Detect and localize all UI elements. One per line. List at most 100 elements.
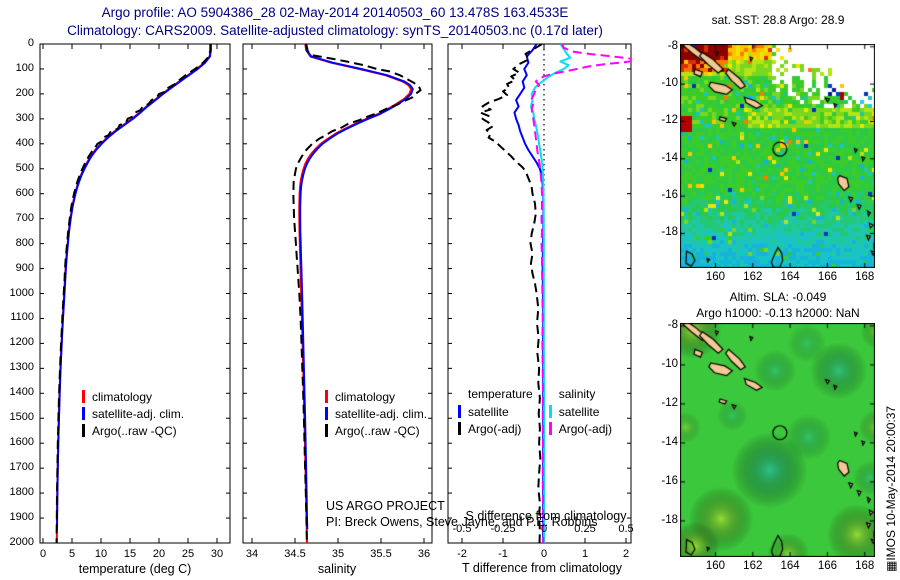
legend-line-swatch <box>548 422 552 435</box>
depth-tick-label: 1600 <box>9 436 34 449</box>
legend-entry-label: satellite <box>468 404 509 419</box>
map-lon-tick-label: 162 <box>743 271 763 283</box>
s-axis-tick-label: 0.5 <box>618 523 634 535</box>
s-axis-tick-label: -0.25 <box>490 523 516 535</box>
depth-tick-label: 1000 <box>9 286 34 299</box>
t-diff-tick-label: 2 <box>622 548 630 560</box>
legend-entry: satellite <box>548 403 612 420</box>
depth-tick-label: 100 <box>15 61 34 74</box>
depth-tick-label: 500 <box>15 161 34 174</box>
sst-map-title: sat. SST: 28.8 Argo: 28.9 <box>711 13 845 27</box>
map-lon-tick-label: 168 <box>855 560 875 572</box>
temperature-tick-label: 5 <box>68 548 76 560</box>
map-lon-tick-label: 164 <box>780 271 800 283</box>
legend-entry-label: satellite-adj. clim. <box>335 406 428 421</box>
map-lat-tick-label: -18 <box>661 513 678 526</box>
map-lat-tick-label: -12 <box>661 114 678 127</box>
salinity-legend: climatology satellite-adj. clim. Argo(..ra… <box>325 388 427 439</box>
us-argo-project-text: US ARGO PROJECT <box>326 499 445 513</box>
legend-line-swatch <box>82 390 85 403</box>
sla-map-title-line2: Argo h1000: -0.13 h2000: NaN <box>696 306 860 320</box>
salinity-axis-label: salinity <box>317 562 357 576</box>
legend-line-swatch <box>458 422 461 435</box>
depth-tick-label: 400 <box>15 136 34 149</box>
legend-entry-label: Argo(..raw -QC) <box>335 423 420 438</box>
legend-entry-label: satellite-adj. clim. <box>92 406 185 421</box>
sla-map-title-line1: Altim. SLA: -0.049 <box>729 290 827 304</box>
map-lat-tick-label: -18 <box>661 226 678 239</box>
legend-entry-label: Argo(..raw -QC) <box>92 423 177 438</box>
temperature-tick-label: 25 <box>181 548 195 560</box>
legend-entry: climatology <box>82 388 184 405</box>
temperature-axis-label: temperature (deg C) <box>78 562 192 576</box>
temperature-legend: climatology satellite-adj. clim. Argo(..ra… <box>82 388 184 439</box>
legend-entry-label: satellite <box>558 404 600 419</box>
map-lat-tick-label: -8 <box>667 318 678 331</box>
difference-legend-column: salinity satellite Argo(-adj) <box>548 386 612 437</box>
legend-entry-label: Argo(-adj) <box>468 421 522 436</box>
t-diff-tick-label: -2 <box>457 548 467 560</box>
map-lon-tick-label: 168 <box>855 271 875 283</box>
depth-tick-label: 700 <box>15 211 34 224</box>
depth-tick-label: 1100 <box>10 311 34 324</box>
temperature-tick-label: 15 <box>123 548 137 560</box>
t-diff-tick-label: 1 <box>581 548 589 560</box>
depth-tick-label: 600 <box>15 186 34 199</box>
salinity-tick-label: 35 <box>331 548 345 560</box>
depth-tick-label: 200 <box>15 86 34 99</box>
legend-entry-label: climatology <box>92 389 153 404</box>
map-lat-tick-label: -14 <box>661 151 678 164</box>
legend-line-swatch <box>82 407 85 420</box>
temperature-tick-label: 20 <box>152 548 166 560</box>
legend-column-header: temperature <box>468 387 533 401</box>
depth-tick-label: 1700 <box>9 461 34 474</box>
legend-line-swatch <box>325 424 328 437</box>
map-lat-tick-label: -16 <box>661 474 678 487</box>
temperature-tick-label: 30 <box>210 548 224 560</box>
t-diff-tick-label: 0 <box>540 548 548 560</box>
legend-entry: Argo(-adj) <box>458 420 533 437</box>
map-lon-tick-label: 162 <box>743 560 763 572</box>
temperature-tick-label: 10 <box>94 548 108 560</box>
depth-tick-label: 1500 <box>9 411 34 424</box>
map-lon-tick-label: 164 <box>780 560 800 572</box>
figure-title-line1: Argo profile: AO 5904386_28 02-May-2014 … <box>101 5 569 20</box>
map-lat-tick-label: -10 <box>661 77 678 90</box>
map-lon-tick-label: 166 <box>817 560 837 572</box>
imos-watermark: ▦IMOS 10-May-2014 20:00:37 <box>884 405 898 572</box>
t-difference-axis-label: T difference from climatology <box>461 561 623 575</box>
depth-tick-label: 1300 <box>9 361 34 374</box>
difference-legend-column: temperature satellite Argo(-adj) <box>458 386 533 437</box>
legend-entry: climatology <box>325 388 427 405</box>
depth-tick-label: 1400 <box>9 386 34 399</box>
legend-entry: satellite <box>458 403 533 420</box>
s-axis-tick-label: 0.25 <box>574 523 596 535</box>
map-lat-tick-label: -8 <box>667 39 678 52</box>
temperature-tick-label: 0 <box>39 548 47 560</box>
map-lat-tick-label: -16 <box>661 189 678 202</box>
legend-line-swatch <box>82 424 85 437</box>
figure-title-line2: Climatology: CARS2009. Satellite-adjuste… <box>67 23 603 38</box>
t-diff-tick-label: -1 <box>498 548 508 560</box>
s-axis-tick-label: -0.5 <box>452 523 472 535</box>
difference-legend: temperature satellite Argo(-adj) salinity sa… <box>458 386 612 437</box>
pi-text: PI: Breck Owens, Steve Jayne, and P.E. R… <box>326 515 598 529</box>
legend-line-swatch <box>325 407 328 420</box>
map-lon-tick-label: 160 <box>705 271 726 283</box>
legend-entry: satellite-adj. clim. <box>325 405 427 422</box>
map-lat-tick-label: -14 <box>661 435 678 448</box>
depth-tick-label: 1200 <box>9 336 34 349</box>
map-lon-tick-label: 166 <box>817 271 837 283</box>
legend-column-header: salinity <box>558 387 596 401</box>
s-axis-tick-label: 0 <box>540 523 548 535</box>
sst-map-canvas <box>680 44 875 268</box>
legend-entry: Argo(..raw -QC) <box>82 422 184 439</box>
salinity-tick-label: 34.5 <box>284 548 306 560</box>
map-lat-tick-label: -10 <box>661 357 678 370</box>
depth-tick-label: 900 <box>15 261 34 274</box>
depth-tick-label: 0 <box>27 37 34 49</box>
sla-map-canvas <box>680 323 875 557</box>
s-difference-axis-label: S difference from climatology <box>465 509 627 523</box>
depth-tick-label: 800 <box>15 236 34 249</box>
